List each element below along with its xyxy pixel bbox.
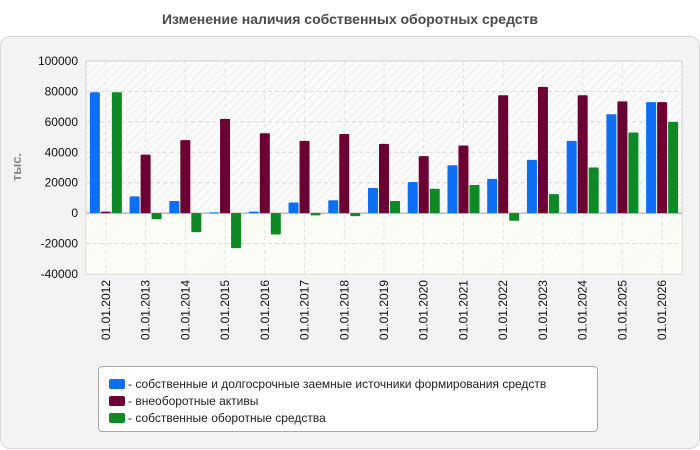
bar-sources bbox=[328, 200, 339, 214]
y-tick-label: 20000 bbox=[45, 176, 79, 190]
chart-legend: - собственные и долгосрочные заемные ист… bbox=[98, 366, 598, 432]
x-tick-label: 01.01.2019 bbox=[377, 280, 391, 340]
x-tick-label: 01.01.2014 bbox=[178, 280, 192, 340]
bar-working-capital bbox=[429, 188, 440, 214]
x-tick-label: 01.01.2012 bbox=[99, 280, 113, 340]
legend-item-working-capital: - собственные оборотные средства bbox=[109, 409, 597, 426]
y-tick-label: 60000 bbox=[45, 115, 79, 129]
bar-working-capital bbox=[469, 184, 480, 214]
bar-noncurrent-assets bbox=[259, 133, 270, 214]
bar-working-capital bbox=[668, 121, 679, 214]
bar-working-capital bbox=[588, 167, 599, 214]
y-tick-label: 40000 bbox=[45, 145, 79, 159]
x-tick-label: 01.01.2016 bbox=[258, 280, 272, 340]
bar-noncurrent-assets bbox=[498, 95, 509, 214]
bar-noncurrent-assets bbox=[339, 134, 350, 214]
bar-working-capital bbox=[548, 194, 559, 214]
legend-swatch-noncurrent-assets bbox=[109, 395, 125, 406]
legend-item-sources: - собственные и долгосрочные заемные ист… bbox=[109, 375, 597, 392]
x-tick-label: 01.01.2015 bbox=[218, 280, 232, 340]
x-tick-label: 01.01.2022 bbox=[496, 280, 510, 340]
bar-noncurrent-assets bbox=[180, 140, 191, 214]
y-tick-label: -40000 bbox=[41, 267, 79, 281]
bar-sources bbox=[606, 114, 617, 214]
x-tick-label: 01.01.2020 bbox=[417, 280, 431, 340]
bar-noncurrent-assets bbox=[657, 102, 668, 214]
y-tick-label: -20000 bbox=[41, 237, 79, 251]
bar-noncurrent-assets bbox=[299, 140, 310, 214]
bar-working-capital bbox=[231, 213, 242, 249]
legend-swatch-working-capital bbox=[109, 412, 125, 423]
bar-sources bbox=[407, 181, 418, 214]
bar-sources bbox=[447, 165, 458, 214]
bar-sources bbox=[129, 196, 140, 214]
x-tick-label: 01.01.2021 bbox=[456, 280, 470, 340]
bar-noncurrent-assets bbox=[140, 154, 151, 214]
bar-sources bbox=[526, 159, 537, 214]
x-tick-label: 01.01.2024 bbox=[576, 280, 590, 340]
x-tick-label: 01.01.2017 bbox=[298, 280, 312, 340]
y-tick-label: 0 bbox=[71, 206, 78, 220]
x-tick-label: 01.01.2013 bbox=[139, 280, 153, 340]
x-tick-label: 01.01.2018 bbox=[337, 280, 351, 340]
chart-title: Изменение наличия собственных оборотных … bbox=[161, 11, 539, 27]
x-tick-label: 01.01.2023 bbox=[536, 280, 550, 340]
y-tick-label: 80000 bbox=[45, 84, 79, 98]
legend-swatch-sources bbox=[109, 378, 125, 389]
bar-noncurrent-assets bbox=[577, 95, 588, 214]
bar-sources bbox=[209, 212, 220, 214]
bar-sources bbox=[169, 200, 180, 214]
legend-item-noncurrent-assets: - внеоборотные активы bbox=[109, 392, 597, 409]
legend-dash: - bbox=[128, 410, 136, 425]
bar-working-capital bbox=[390, 200, 400, 214]
y-tick-labels: -40000 -20000 0 20000 40000 60000 80000 100000 bbox=[38, 54, 78, 281]
bar-working-capital bbox=[310, 213, 321, 216]
legend-dash: - bbox=[128, 393, 136, 408]
bar-sources bbox=[89, 92, 100, 214]
x-tick-labels: 01.01.2012 01.01.2013 01.01.2014 01.01.2015… bbox=[99, 280, 669, 340]
legend-label-working-capital: собственные оборотные средства bbox=[135, 410, 326, 425]
legend-label-noncurrent-assets: внеоборотные активы bbox=[135, 393, 259, 408]
y-tick-label: 100000 bbox=[38, 54, 78, 68]
bar-sources bbox=[248, 211, 259, 214]
x-tick-label: 01.01.2025 bbox=[615, 280, 629, 340]
x-tick-label: 01.01.2026 bbox=[655, 280, 669, 340]
bar-working-capital bbox=[509, 213, 520, 221]
bar-working-capital bbox=[191, 213, 202, 233]
bar-sources bbox=[487, 178, 498, 214]
bar-working-capital bbox=[111, 92, 122, 214]
bar-working-capital bbox=[270, 213, 281, 235]
bar-noncurrent-assets bbox=[379, 143, 389, 214]
bar-noncurrent-assets bbox=[537, 86, 548, 214]
bar-working-capital bbox=[628, 132, 639, 214]
bar-sources bbox=[566, 140, 577, 214]
bar-noncurrent-assets bbox=[100, 211, 111, 214]
bars-layer bbox=[89, 86, 679, 249]
bar-sources bbox=[646, 102, 657, 214]
legend-label-sources: собственные и долгосрочные заемные источ… bbox=[135, 376, 547, 391]
bar-working-capital bbox=[350, 213, 361, 217]
y-axis-label: тыс. bbox=[9, 153, 24, 181]
bar-noncurrent-assets bbox=[220, 118, 231, 214]
bar-noncurrent-assets bbox=[617, 101, 628, 214]
bar-sources bbox=[368, 188, 378, 214]
bar-noncurrent-assets bbox=[458, 145, 469, 214]
legend-dash: - bbox=[128, 376, 136, 391]
bar-sources bbox=[288, 202, 299, 214]
bar-noncurrent-assets bbox=[418, 156, 429, 214]
bar-working-capital bbox=[151, 213, 162, 220]
